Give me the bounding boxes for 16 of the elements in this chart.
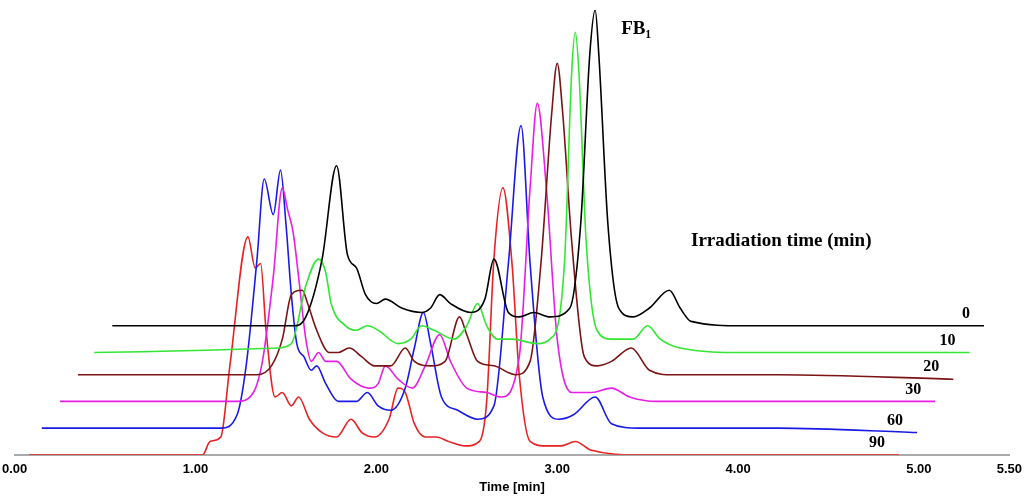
x-tick-label: 3.00 bbox=[544, 461, 570, 477]
series-label: 0 bbox=[962, 303, 971, 321]
x-tick-label: 5.50 bbox=[996, 461, 1023, 477]
x-tick-label: 5.00 bbox=[906, 461, 932, 477]
series-label: 30 bbox=[905, 379, 922, 397]
annotation: FB₁ bbox=[621, 17, 652, 39]
x-tick-label: 2.00 bbox=[363, 461, 390, 477]
series-label: 90 bbox=[869, 432, 886, 450]
series-label: 60 bbox=[887, 410, 904, 428]
x-tick-label: 0.00 bbox=[1, 461, 28, 477]
series-label: 20 bbox=[923, 357, 940, 375]
x-tick-label: 1.00 bbox=[182, 461, 209, 477]
legend-title: Irradiation time (min) bbox=[691, 229, 872, 252]
x-tick-label: 4.00 bbox=[725, 461, 751, 477]
series-label: 10 bbox=[939, 330, 956, 348]
x-axis-title: Time [min] bbox=[479, 478, 545, 494]
